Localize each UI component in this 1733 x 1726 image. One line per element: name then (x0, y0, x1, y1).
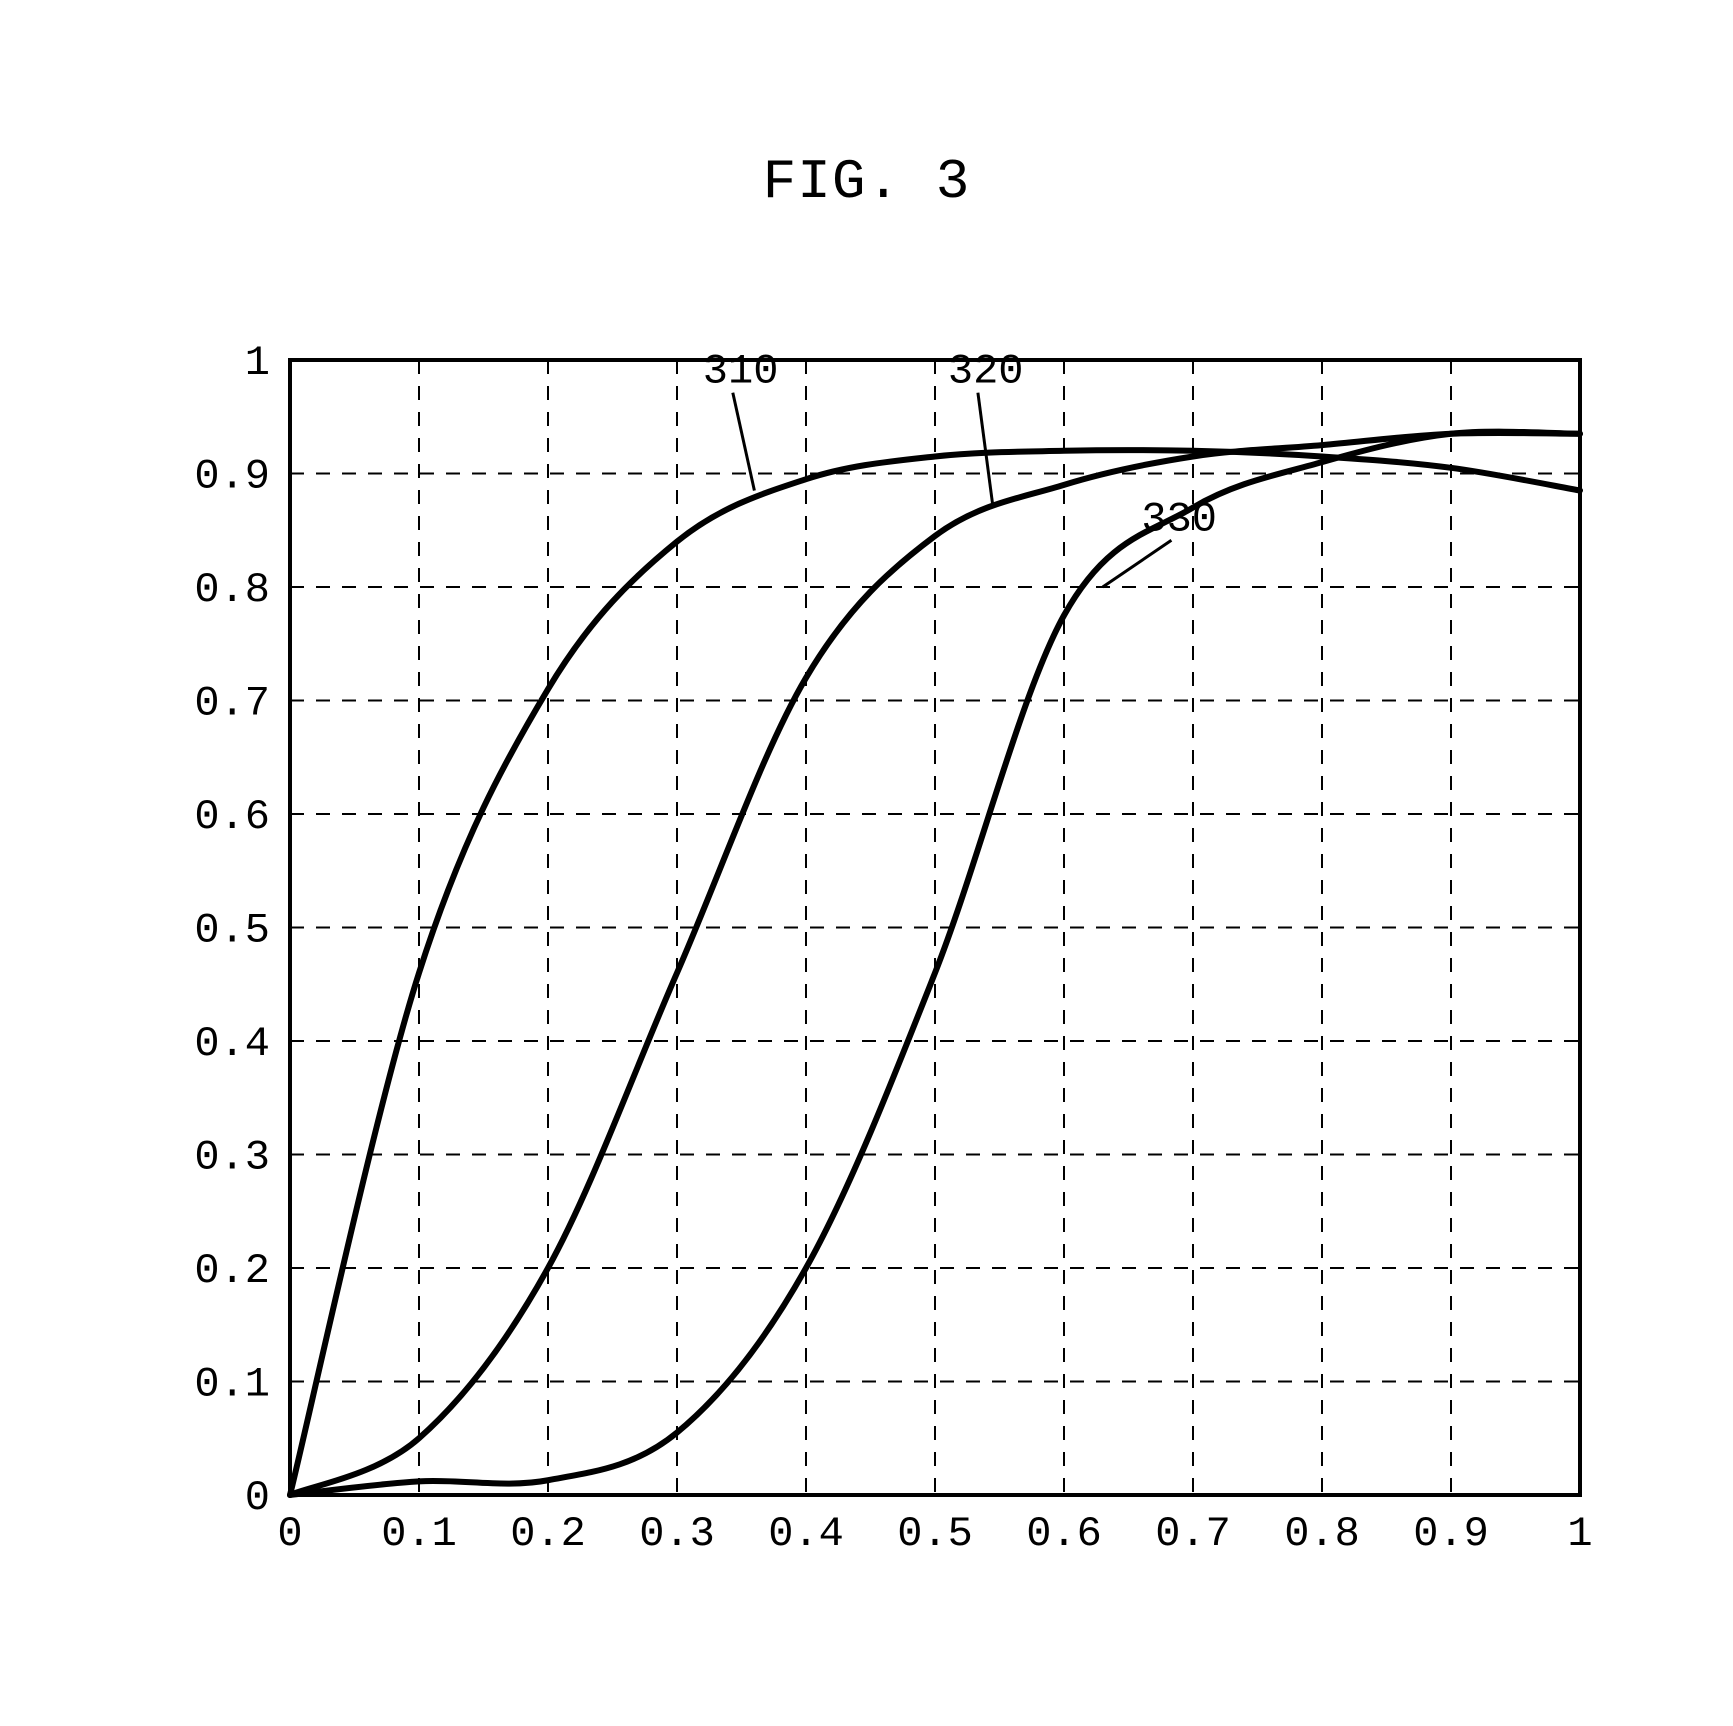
y-tick-label: 0.8 (194, 566, 270, 614)
figure-title: FIG. 3 (0, 150, 1733, 214)
y-tick-label: 1 (245, 339, 270, 387)
series-label-310: 310 (703, 348, 779, 396)
chart-svg: 0 0.1 0.2 0.3 0.4 0.5 0.6 0.7 0.8 0.9 1 0 0.1 0.2 0.3 0… (180, 330, 1610, 1565)
y-tick-label: 0 (245, 1474, 270, 1522)
x-tick-label: 0.1 (381, 1510, 457, 1558)
y-tick-label: 0.7 (194, 680, 270, 728)
x-tick-label: 0.7 (1155, 1510, 1231, 1558)
x-tick-label: 0.6 (1026, 1510, 1102, 1558)
y-tick-label: 0.9 (194, 453, 270, 501)
x-tick-label: 0.4 (768, 1510, 844, 1558)
line-chart: 0 0.1 0.2 0.3 0.4 0.5 0.6 0.7 0.8 0.9 1 0 0.1 0.2 0.3 0… (180, 330, 1610, 1565)
x-tick-label: 0.3 (639, 1510, 715, 1558)
series-label-330: 330 (1141, 495, 1217, 543)
y-tick-label: 0.6 (194, 793, 270, 841)
x-tick-label: 0 (277, 1510, 302, 1558)
y-tick-label: 0.3 (194, 1134, 270, 1182)
x-tick-label: 0.9 (1413, 1510, 1489, 1558)
y-tick-label: 0.4 (194, 1020, 270, 1068)
x-tick-label: 0.5 (897, 1510, 973, 1558)
x-tick-label: 1 (1567, 1510, 1592, 1558)
x-tick-label: 0.2 (510, 1510, 586, 1558)
series-label-320: 320 (948, 348, 1024, 396)
x-tick-label: 0.8 (1284, 1510, 1360, 1558)
y-tick-label: 0.1 (194, 1361, 270, 1409)
y-tick-label: 0.2 (194, 1247, 270, 1295)
y-tick-label: 0.5 (194, 907, 270, 955)
